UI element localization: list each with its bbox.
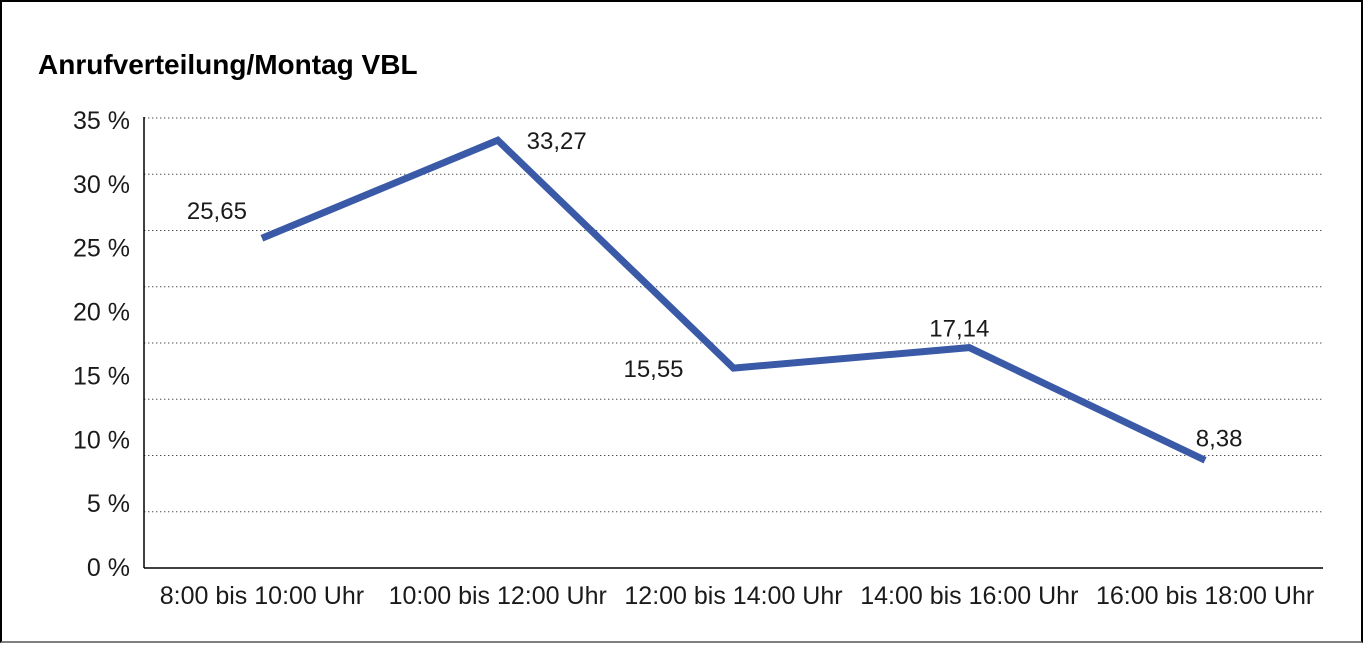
chart-title: Anrufverteilung/Montag VBL: [38, 48, 418, 80]
x-axis-label: 8:00 bis 10:00 Uhr: [160, 582, 364, 610]
y-axis-label: 35 %: [73, 107, 130, 135]
data-label: 15,55: [623, 356, 683, 383]
y-axis-label: 30 %: [73, 171, 130, 199]
series-line: [260, 136, 1207, 464]
x-axis-label: 10:00 bis 12:00 Uhr: [389, 582, 607, 610]
x-axis-label: 16:00 bis 18:00 Uhr: [1096, 582, 1314, 610]
x-axis-label: 14:00 bis 16:00 Uhr: [860, 582, 1078, 610]
data-label: 8,38: [1196, 425, 1243, 452]
y-axis-label: 10 %: [73, 426, 130, 454]
y-axis-label: 5 %: [87, 490, 130, 518]
y-axis-label: 15 %: [73, 362, 130, 390]
y-axis-label: 0 %: [87, 554, 130, 582]
y-axis-label: 25 %: [73, 235, 130, 263]
data-label: 33,27: [527, 128, 587, 155]
data-label: 25,65: [187, 198, 247, 225]
x-axis-label: 12:00 bis 14:00 Uhr: [624, 582, 842, 610]
data-label: 17,14: [929, 316, 989, 343]
y-axis-label: 20 %: [73, 299, 130, 327]
